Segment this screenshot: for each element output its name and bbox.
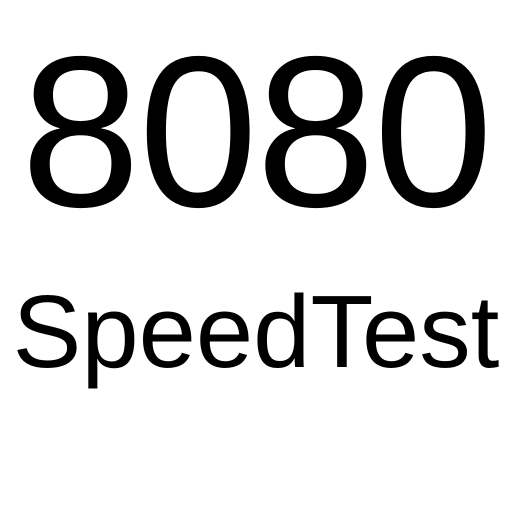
app-name-text: SpeedTest <box>12 274 500 389</box>
port-number-text: 8080 <box>20 11 493 252</box>
